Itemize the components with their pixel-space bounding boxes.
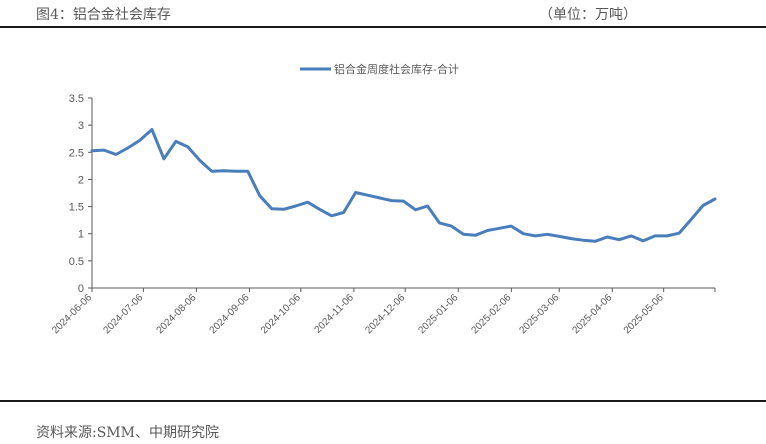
data-point — [642, 239, 645, 242]
data-point — [282, 208, 285, 211]
source-note: 资料来源:SMM、中期研究院 — [36, 425, 219, 441]
data-point — [306, 201, 309, 204]
data-point — [258, 194, 261, 197]
data-point — [714, 197, 717, 200]
series-line — [90, 128, 717, 243]
x-tick-label: 2025-01-06 — [416, 292, 460, 336]
data-point — [426, 205, 429, 208]
data-point — [246, 170, 249, 173]
data-point — [630, 234, 633, 237]
data-point — [91, 149, 94, 152]
data-point — [270, 207, 273, 210]
x-tick-label: 2025-04-06 — [570, 292, 614, 336]
data-point — [150, 128, 153, 131]
data-point — [438, 221, 441, 224]
data-point — [354, 191, 357, 194]
data-point — [366, 194, 369, 197]
data-point — [606, 235, 609, 238]
x-tick-label: 2024-11-06 — [313, 292, 357, 336]
data-point — [198, 159, 201, 162]
data-point — [222, 169, 225, 172]
y-tick-label: 2 — [78, 174, 84, 186]
y-tick-label: 2.5 — [69, 147, 84, 159]
data-point — [522, 232, 525, 235]
y-tick-label: 1.5 — [69, 202, 84, 214]
data-point — [618, 238, 621, 241]
y-tick-label: 0.5 — [69, 256, 84, 268]
data-point — [474, 234, 477, 237]
data-point — [462, 233, 465, 236]
top-rule — [0, 26, 766, 28]
figure-title: 图4：铝合金社会库存 — [36, 7, 171, 23]
legend-label: 铝合金周度社会库存-合计 — [334, 62, 459, 76]
data-point — [546, 233, 549, 236]
data-point — [126, 146, 129, 149]
data-point — [186, 145, 189, 148]
data-point — [402, 200, 405, 203]
x-tick-label: 2024-12-06 — [363, 292, 407, 336]
data-point — [654, 234, 657, 237]
data-point — [534, 234, 537, 237]
data-point — [690, 218, 693, 221]
data-point — [318, 208, 321, 211]
data-point — [450, 225, 453, 228]
data-point — [702, 204, 705, 207]
x-tick-label: 2024-10-06 — [259, 292, 303, 336]
data-point — [510, 225, 513, 228]
data-point — [114, 153, 117, 156]
data-point — [570, 237, 573, 240]
data-point — [210, 170, 213, 173]
x-tick-label: 2024-06-06 — [50, 292, 94, 336]
x-tick-label: 2025-02-06 — [469, 292, 513, 336]
data-point — [234, 170, 237, 173]
data-point — [378, 196, 381, 199]
x-tick-label: 2025-05-06 — [622, 292, 666, 336]
data-point — [174, 140, 177, 143]
data-point — [414, 208, 417, 211]
data-point — [486, 229, 489, 232]
data-point — [330, 214, 333, 217]
data-point — [678, 232, 681, 235]
data-point — [342, 211, 345, 214]
figure-header: 图4：铝合金社会库存 （单位：万吨） — [0, 0, 766, 26]
y-tick-label: 3 — [78, 120, 84, 132]
x-tick-label: 2025-03-06 — [517, 292, 561, 336]
x-tick-label: 2024-08-06 — [155, 292, 199, 336]
data-point — [390, 199, 393, 202]
data-point — [138, 139, 141, 142]
data-point — [594, 240, 597, 243]
x-tick-label: 2024-09-06 — [208, 292, 252, 336]
data-point — [582, 239, 585, 242]
legend: 铝合金周度社会库存-合计 — [300, 62, 459, 76]
data-point — [102, 149, 105, 152]
y-tick-label: 3.5 — [69, 93, 84, 105]
line-chart: 铝合金周度社会库存-合计 0 0.5 1 1.5 2 2.5 3 3.5 2024-06-06… — [50, 62, 717, 336]
x-tick-label: 2024-07-06 — [102, 292, 146, 336]
axes — [91, 98, 715, 289]
y-axis-ticks: 0 0.5 1 1.5 2 2.5 3 3.5 — [69, 93, 92, 295]
bottom-rule — [0, 400, 766, 402]
data-point — [666, 234, 669, 237]
series-layer — [90, 128, 717, 243]
y-tick-label: 0 — [78, 283, 84, 295]
x-axis-ticks: 2024-06-06 2024-07-06 2024-08-06 2024-09-06… — [50, 288, 716, 336]
data-point — [162, 157, 165, 160]
data-point — [558, 235, 561, 238]
data-point — [294, 205, 297, 208]
data-point — [498, 227, 501, 230]
y-tick-label: 1 — [78, 229, 84, 241]
unit-label: （单位：万吨） — [539, 7, 637, 23]
